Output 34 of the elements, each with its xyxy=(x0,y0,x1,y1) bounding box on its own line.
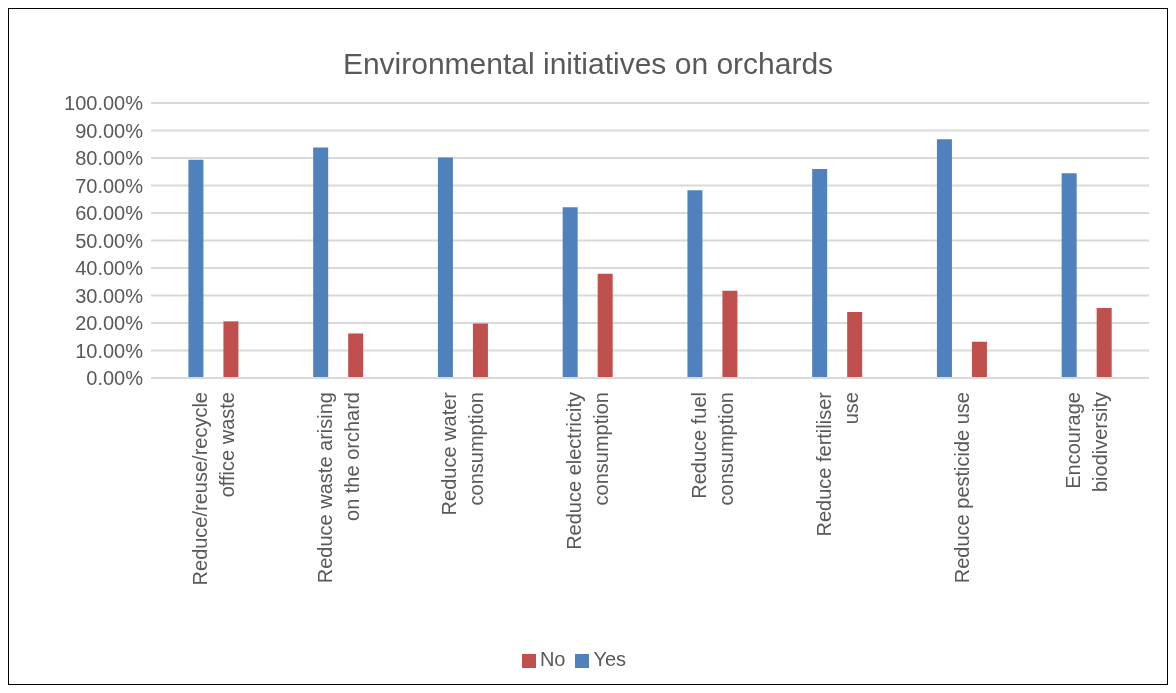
bar xyxy=(1096,307,1112,378)
y-tick-label: 100.00% xyxy=(64,92,144,115)
y-tick-label: 0.00% xyxy=(86,367,144,390)
bar xyxy=(188,159,204,378)
bar xyxy=(936,139,952,378)
y-tick-label: 30.00% xyxy=(75,284,144,307)
y-tick-label: 10.00% xyxy=(75,339,144,362)
bar xyxy=(1061,173,1077,378)
bar xyxy=(847,312,863,378)
y-tick-label: 90.00% xyxy=(75,119,144,142)
y-tick-label: 70.00% xyxy=(75,174,144,197)
bar xyxy=(722,290,738,378)
y-tick-label: 60.00% xyxy=(75,202,144,225)
chart-title: Environmental initiatives on orchards xyxy=(341,47,835,82)
bar xyxy=(348,333,364,378)
x-tick-label: Reduce pesticide use xyxy=(950,392,973,584)
legend-label: No xyxy=(539,648,566,670)
bar xyxy=(437,157,453,378)
y-tick-label: 50.00% xyxy=(75,229,144,252)
bar xyxy=(313,147,329,378)
y-tick-label: 40.00% xyxy=(75,257,144,280)
x-tick-label: Reduce fertiliser use xyxy=(812,391,862,537)
y-tick-label: 80.00% xyxy=(75,147,144,170)
bar xyxy=(597,273,613,378)
y-tick-label: 20.00% xyxy=(75,312,144,335)
legend-label: Yes xyxy=(593,648,627,670)
x-tick-label: Reduce/reuse/recycle office waste xyxy=(188,392,238,586)
bar xyxy=(472,323,488,378)
bar xyxy=(687,190,703,378)
bar xyxy=(812,169,828,378)
bar xyxy=(562,207,578,378)
x-tick-label: Encourage biodiversity xyxy=(1062,392,1112,493)
bar xyxy=(971,341,987,378)
bar xyxy=(223,321,239,378)
